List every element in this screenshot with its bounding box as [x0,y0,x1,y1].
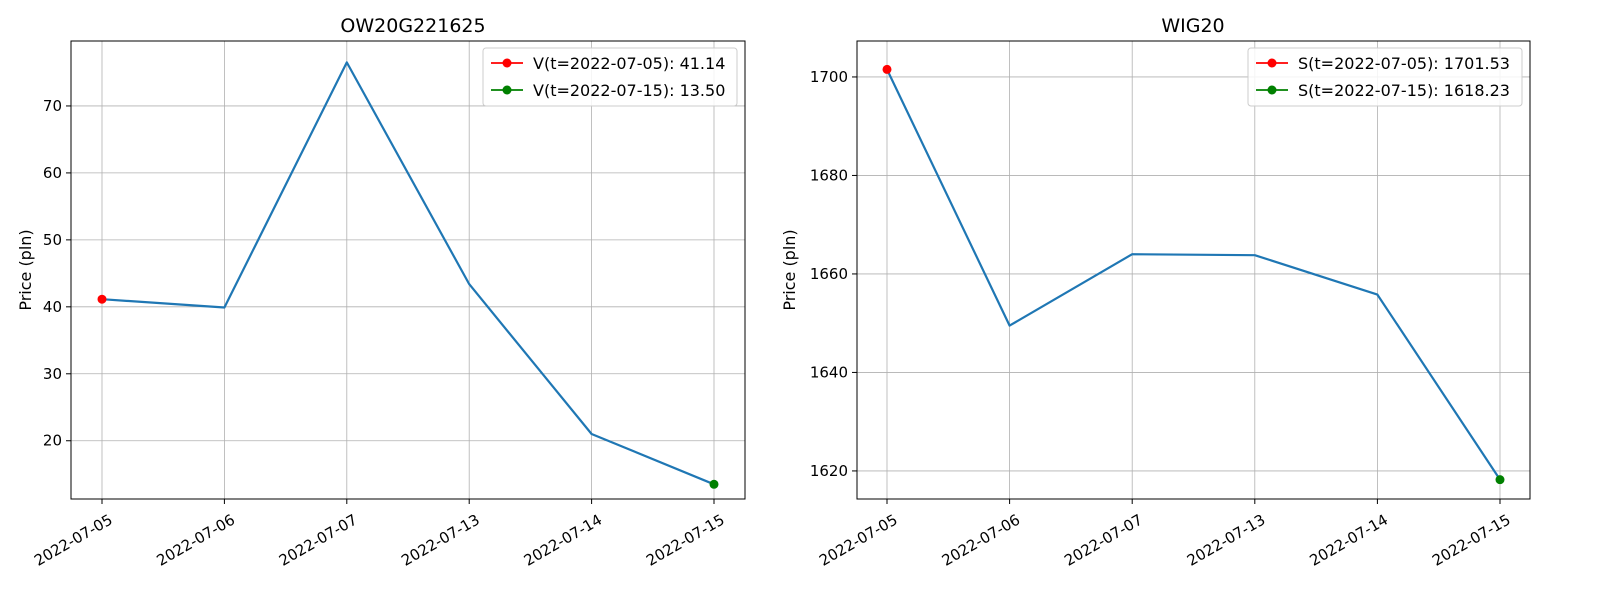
x-tick-label: 2022-07-15 [1429,511,1514,570]
legend-entry-end: S(t=2022-07-15): 1618.23 [1256,81,1510,100]
chart-title: WIG20 [1161,15,1224,37]
legend-box [482,47,738,107]
x-tick-label: 2022-07-06 [153,511,238,570]
legend-box [1247,47,1523,107]
grid [71,41,745,499]
start-marker [882,64,892,74]
markers [97,294,719,489]
y-axis-label: Price (pln) [780,229,799,310]
y-tick-label: 60 [43,164,62,182]
y-tick-label: 70 [43,97,62,115]
chart-title: OW20G221625 [340,15,485,37]
chart-ow20g221625: OW20G221625 Price (pln) 2022-07-05 2022-0… [16,15,746,570]
end-marker [709,479,719,489]
x-tick-label: 2022-07-07 [1061,511,1146,570]
grid [857,41,1530,499]
x-tick-label: 2022-07-06 [939,511,1024,570]
x-tick-label: 2022-07-14 [521,511,606,570]
y-tick-label: 1620 [810,462,848,480]
chart-wig20: WIG20 Price (pln) 2022-07-05 2022-07-06 20… [780,15,1531,570]
legend-entry-start: S(t=2022-07-05): 1701.53 [1256,54,1510,73]
x-tick-label: 2022-07-05 [31,511,116,570]
y-tick-label: 1680 [810,166,848,184]
legend-label-start: V(t=2022-07-05): 41.14 [533,54,725,73]
legend: V(t=2022-07-05): 41.14 V(t=2022-07-15): … [482,47,738,107]
x-tick-label: 2022-07-13 [1184,511,1269,570]
legend-entry-end: V(t=2022-07-15): 13.50 [491,81,725,100]
end-marker [1495,475,1505,485]
y-tick-labels: 1620 1640 1660 1680 1700 [810,68,848,480]
x-tick-label: 2022-07-15 [643,511,728,570]
legend-entry-start: V(t=2022-07-05): 41.14 [491,54,725,73]
x-tick-label: 2022-07-07 [276,511,361,570]
plot-frame [70,40,746,500]
y-tick-label: 20 [43,432,62,450]
y-tick-label: 40 [43,298,62,316]
x-tick-label: 2022-07-13 [398,511,483,570]
y-tick-label: 30 [43,365,62,383]
y-axis-label: Price (pln) [16,229,35,310]
y-tick-label: 50 [43,231,62,249]
y-tick-labels: 20 30 40 50 60 70 [43,97,62,450]
x-tick-label: 2022-07-14 [1306,511,1391,570]
plot-frame [856,40,1531,500]
axes [66,40,746,504]
x-tick-labels: 2022-07-05 2022-07-06 2022-07-07 2022-07-13… [31,511,728,570]
markers [882,64,1505,485]
legend-label-end: V(t=2022-07-15): 13.50 [533,81,725,100]
legend-label-end: S(t=2022-07-15): 1618.23 [1298,81,1510,100]
x-tick-label: 2022-07-05 [816,511,901,570]
y-tick-label: 1700 [810,68,848,86]
x-tick-labels: 2022-07-05 2022-07-06 2022-07-07 2022-07-13… [816,511,1514,570]
start-marker [97,294,107,304]
price-line [886,68,1501,481]
legend-label-start: S(t=2022-07-05): 1701.53 [1298,54,1510,73]
price-line [101,61,715,486]
series-line [886,68,1501,481]
legend: S(t=2022-07-05): 1701.53 S(t=2022-07-15)… [1247,47,1523,107]
y-tick-label: 1640 [810,363,848,381]
series-line [101,61,715,486]
y-tick-label: 1660 [810,265,848,283]
axes [852,40,1531,504]
